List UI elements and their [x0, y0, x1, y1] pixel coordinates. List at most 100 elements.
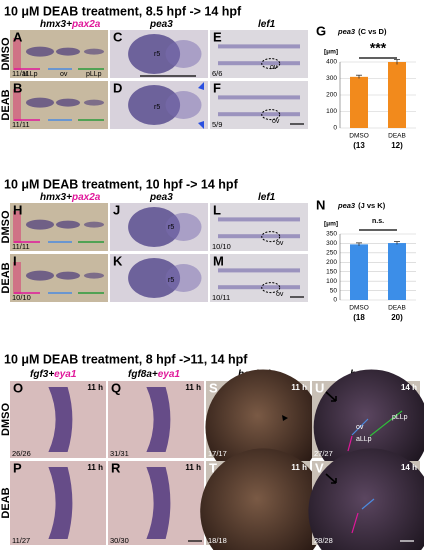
- panel-letter: K: [113, 253, 123, 268]
- micrograph-panel: [10, 381, 106, 458]
- panel-letter: S: [209, 380, 218, 395]
- count-label: 11/11: [12, 242, 30, 251]
- micrograph-panel: [308, 448, 424, 550]
- micrograph-panel: [108, 461, 204, 545]
- count-label: 10/11: [212, 293, 230, 302]
- hmx3-stain: [26, 97, 54, 108]
- fgf-stain: [146, 387, 171, 452]
- time-label: 11 h: [87, 463, 103, 472]
- embryo: [200, 448, 327, 550]
- section-title: 10 μM DEAB treatment, 8.5 hpf -> 14 hpf: [4, 4, 242, 18]
- header-accent: eya1: [54, 369, 77, 380]
- n-label: 12): [391, 141, 403, 150]
- count-label: 11/11: [12, 69, 30, 78]
- column-header: fgf3+eya1: [30, 369, 77, 380]
- panel-letter: D: [113, 80, 122, 95]
- pea3-stain: [165, 264, 202, 292]
- panel-letter: U: [315, 380, 324, 395]
- structure-label: ov: [356, 424, 364, 431]
- fgf-stain: [48, 467, 73, 539]
- count-label: 31/31: [110, 449, 129, 458]
- column-header: pea3: [149, 19, 173, 30]
- x-tick-label: DEAB: [388, 305, 406, 312]
- panel-letter: F: [213, 80, 221, 95]
- panel-letter: M: [213, 253, 224, 268]
- count-label: 11/27: [12, 536, 30, 545]
- chart-title: pea3 (C vs D): [337, 27, 387, 36]
- hmx3-stain: [56, 220, 80, 229]
- n-label: (13: [353, 141, 365, 150]
- chart-title-gene: pea3: [337, 201, 356, 210]
- micrograph-panel: [210, 81, 308, 129]
- panel-image: [210, 30, 308, 78]
- row-label: DMSO: [0, 37, 12, 70]
- column-header: fgf8a+eya1: [128, 369, 180, 380]
- y-tick-label: 200: [326, 92, 337, 99]
- pax2a-stain: [13, 38, 21, 70]
- structure-label: aLLp: [356, 436, 372, 443]
- header-accent: eya1: [158, 369, 181, 380]
- time-label: 14 h: [401, 463, 417, 472]
- micrograph-panel: [10, 254, 108, 302]
- y-tick-label: 200: [326, 259, 337, 266]
- micrograph-panel: [110, 30, 208, 78]
- panel-letter: G: [316, 23, 326, 38]
- panel-letter: J: [113, 202, 120, 217]
- micrograph-panel: [10, 203, 108, 251]
- pax2a-stain: [13, 211, 21, 243]
- row-label: DMSO: [0, 210, 12, 243]
- micrograph-panel: [10, 81, 108, 129]
- panel-image: [210, 81, 308, 129]
- count-label: 10/10: [212, 242, 231, 251]
- structure-label: pLLp: [86, 71, 102, 78]
- micrograph-panel: [200, 448, 327, 550]
- lef1-stain: [218, 268, 300, 273]
- panel-letter: N: [316, 197, 325, 212]
- hmx3-stain: [84, 99, 104, 106]
- hmx3-stain: [56, 98, 80, 107]
- arrow: [325, 473, 337, 484]
- count-label: 30/30: [110, 536, 129, 545]
- column-header: lef1: [258, 19, 276, 30]
- header-main: hmx3+: [40, 192, 72, 203]
- section-title: 10 μM DEAB treatment, 8 hpf ->11, 14 hpf: [4, 352, 248, 366]
- header-main: fgf8a+: [128, 369, 158, 380]
- micrograph-panel: [210, 30, 308, 78]
- header-main: hmx3+: [40, 19, 72, 30]
- lef1-stain: [218, 234, 300, 239]
- otic-vesicle: [261, 231, 281, 243]
- header-main: pea3: [149, 19, 173, 30]
- y-tick-label: 0: [333, 125, 337, 132]
- y-tick-label: 400: [326, 59, 337, 66]
- pea3-stain: [128, 207, 181, 247]
- arrowhead: [282, 415, 288, 421]
- y-tick-label: 300: [326, 240, 337, 247]
- structure-label: ov: [270, 64, 278, 71]
- n-label: (18: [353, 313, 365, 322]
- structure-label: ov: [272, 118, 280, 125]
- header-main: fgf3+: [30, 369, 54, 380]
- hmx3-stain: [56, 271, 80, 280]
- pea3-stain: [128, 34, 181, 74]
- panel-letter: L: [213, 202, 221, 217]
- header-accent: pax2a: [71, 192, 101, 203]
- n-label: 20): [391, 313, 403, 322]
- micrograph-panel: [210, 203, 308, 251]
- header-main: pea3: [149, 192, 173, 203]
- count-label: 6/6: [212, 69, 222, 78]
- hmx3-stain: [84, 48, 104, 55]
- count-label: 10/10: [12, 293, 31, 302]
- y-tick-label: 300: [326, 75, 337, 82]
- x-tick-label: DEAB: [388, 133, 406, 140]
- micrograph-panel: [10, 30, 108, 78]
- row-label: DEAB: [0, 262, 12, 293]
- panel-letter: P: [13, 460, 22, 475]
- marker-line: [361, 498, 375, 510]
- count-label: 26/26: [12, 449, 31, 458]
- row-label: DEAB: [0, 89, 12, 120]
- bar: [350, 76, 368, 128]
- structure-label: ov: [276, 291, 284, 298]
- chart-subtitle: (C vs D): [358, 27, 387, 36]
- x-tick-label: DMSO: [349, 305, 369, 312]
